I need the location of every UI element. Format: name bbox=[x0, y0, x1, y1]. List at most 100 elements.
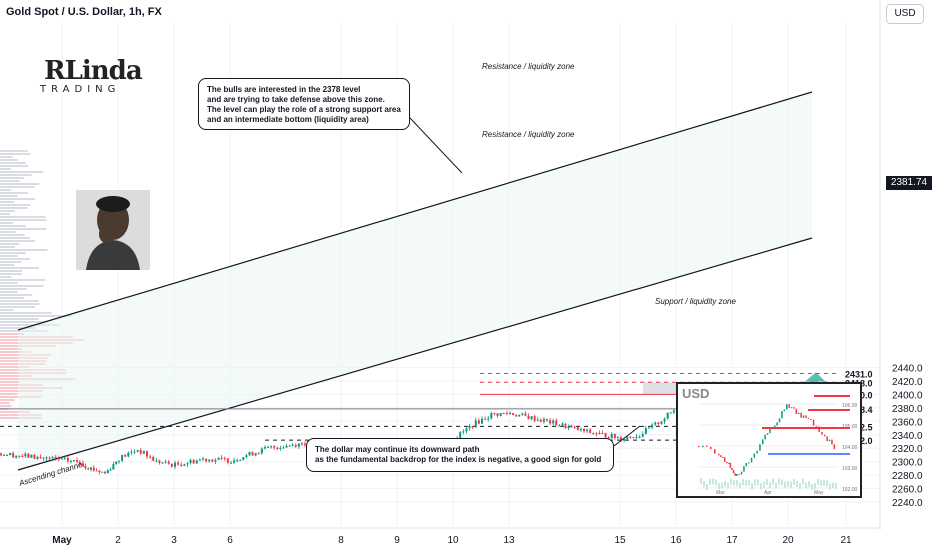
inset-y-label: 106.00 bbox=[842, 403, 858, 409]
candle-body bbox=[198, 459, 201, 461]
candle-body bbox=[586, 429, 589, 432]
candle-body bbox=[104, 471, 106, 474]
candle-body bbox=[282, 447, 285, 449]
candle-body bbox=[30, 454, 33, 458]
inset-candle bbox=[769, 427, 771, 434]
volume-bar bbox=[0, 333, 25, 335]
volume-bar bbox=[0, 318, 39, 320]
inset-candle bbox=[756, 450, 758, 454]
inset-volume-bar bbox=[835, 482, 837, 489]
usd-index-inset: USD 106.00105.00104.00103.00102.00MarApr… bbox=[676, 382, 862, 498]
candle-body bbox=[465, 428, 468, 432]
candle-body bbox=[95, 470, 98, 472]
candle-body bbox=[487, 418, 490, 420]
candle-body bbox=[57, 458, 60, 460]
inset-volume-bar bbox=[778, 478, 780, 485]
inset-volume-bar bbox=[757, 479, 759, 486]
candle-body bbox=[214, 459, 217, 462]
resistance-zone-label: Resistance / liquidity zone bbox=[482, 130, 575, 139]
candle-body bbox=[521, 413, 524, 415]
candle-body bbox=[294, 444, 297, 447]
channel-lower-line bbox=[17, 237, 813, 471]
inset-volume-bar bbox=[817, 479, 819, 486]
inset-candle bbox=[718, 453, 720, 456]
volume-bar bbox=[0, 177, 25, 179]
inset-y-label: 102.00 bbox=[842, 487, 858, 493]
volume-bar bbox=[0, 411, 30, 413]
volume-bar bbox=[0, 375, 32, 377]
resistance-zone-label: Resistance / liquidity zone bbox=[482, 62, 575, 71]
candle-body bbox=[626, 436, 629, 439]
x-tick-label: 6 bbox=[227, 535, 233, 546]
inset-candle bbox=[722, 456, 724, 458]
volume-bar bbox=[0, 204, 31, 206]
inset-volume-bar bbox=[724, 480, 726, 487]
candle-body bbox=[267, 446, 269, 448]
volume-bar bbox=[0, 153, 31, 155]
candle-body bbox=[239, 459, 242, 461]
candle-body bbox=[555, 420, 558, 426]
candle-body bbox=[254, 453, 257, 456]
inset-candle bbox=[793, 407, 795, 409]
channel-fill bbox=[18, 92, 812, 470]
inset-candle bbox=[731, 467, 733, 470]
candle-body bbox=[133, 451, 136, 453]
volume-bar bbox=[0, 231, 16, 233]
candle-body bbox=[579, 428, 582, 431]
candle-body bbox=[607, 437, 610, 439]
candle-body bbox=[263, 447, 266, 449]
candle-body bbox=[300, 443, 303, 445]
candle-body bbox=[570, 426, 573, 428]
currency-button[interactable]: USD bbox=[886, 4, 924, 24]
candle-body bbox=[620, 437, 622, 441]
x-axis: May 2 3 6 8 9 10 13 15 16 17 20 21 bbox=[0, 527, 880, 546]
candle-body bbox=[90, 467, 92, 470]
inset-candle bbox=[710, 446, 712, 450]
volume-bar bbox=[0, 366, 30, 368]
inset-candle bbox=[736, 473, 738, 476]
volume-bar bbox=[0, 309, 14, 311]
candle-body bbox=[533, 416, 536, 421]
logo-top-text: RLinda bbox=[44, 56, 143, 86]
candle-body bbox=[54, 456, 57, 459]
x-tick-label: 2 bbox=[115, 535, 121, 546]
channel-upper-line bbox=[17, 91, 813, 331]
candle-body bbox=[233, 460, 236, 463]
candle-body bbox=[51, 456, 54, 458]
inset-volume-bar bbox=[787, 480, 789, 487]
inset-candle bbox=[764, 434, 766, 440]
candle-body bbox=[76, 460, 78, 462]
volume-bar bbox=[0, 405, 12, 407]
inset-volume-bar bbox=[760, 483, 762, 490]
volume-bar bbox=[0, 306, 35, 308]
inset-candle bbox=[833, 444, 836, 450]
volume-bar bbox=[0, 228, 47, 230]
volume-bar bbox=[0, 255, 18, 257]
volume-bar bbox=[0, 168, 12, 170]
candle-body bbox=[496, 413, 499, 416]
inset-candle bbox=[781, 411, 783, 419]
candle-body bbox=[484, 418, 487, 420]
candle-body bbox=[524, 413, 527, 416]
inset-volume-bar bbox=[739, 482, 741, 489]
volume-bar bbox=[0, 225, 26, 227]
candle-body bbox=[18, 455, 21, 457]
inset-candle bbox=[748, 462, 750, 464]
inset-candle bbox=[807, 417, 810, 419]
inset-volume-bar bbox=[712, 478, 714, 485]
candle-body bbox=[558, 425, 561, 427]
inset-volume-bar bbox=[775, 482, 777, 489]
volume-bar bbox=[0, 165, 29, 167]
inset-volume-bar bbox=[754, 479, 756, 486]
inset-candle bbox=[734, 473, 736, 476]
candle-body bbox=[226, 458, 229, 463]
y-tick-label: 2440.0 bbox=[892, 364, 923, 375]
x-tick-label: 21 bbox=[840, 535, 852, 546]
candle-body bbox=[208, 459, 211, 462]
candle-body bbox=[174, 462, 176, 467]
inset-volume-bar bbox=[769, 482, 771, 489]
current-price-tag: 2381.74 bbox=[886, 176, 932, 190]
candle-body bbox=[502, 412, 505, 414]
candle-body bbox=[257, 453, 260, 455]
volume-bar bbox=[0, 216, 46, 218]
